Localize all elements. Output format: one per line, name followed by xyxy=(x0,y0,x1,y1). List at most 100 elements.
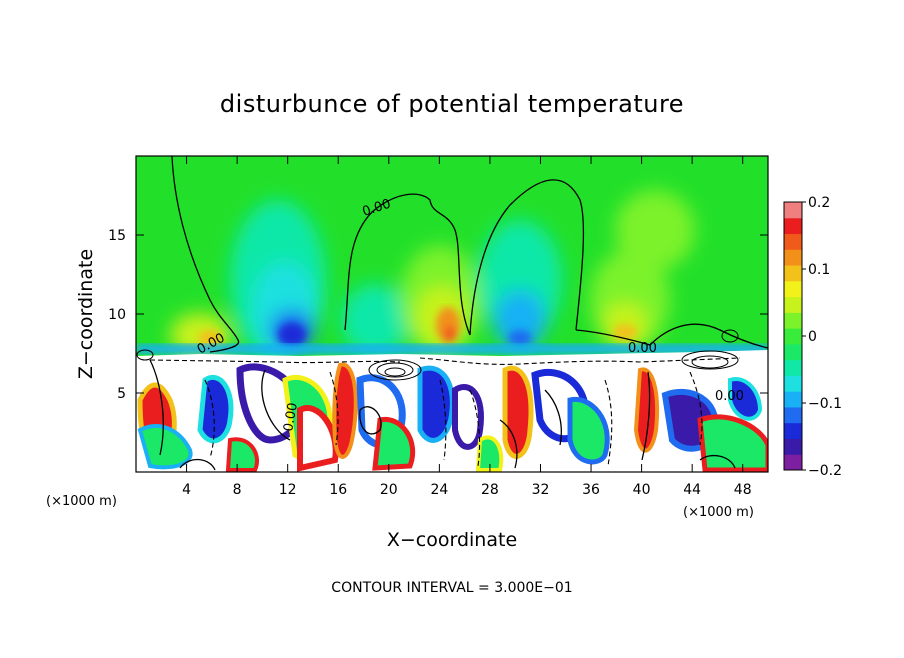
colorbar-tick-label: −0.2 xyxy=(808,463,842,479)
x-tick-label: 28 xyxy=(481,482,499,498)
cluster-ring-5 xyxy=(691,355,729,369)
contour-lower-b xyxy=(261,369,291,441)
colorbar xyxy=(784,202,802,471)
dashed-contour-b xyxy=(419,357,741,365)
colorbar-swatch xyxy=(784,438,802,455)
plume-17 xyxy=(697,414,768,472)
colorbar-swatch xyxy=(784,280,802,298)
dashed-contour-h xyxy=(689,371,703,446)
contour-label-4: 0.00 xyxy=(715,389,744,404)
dashed-contour-c xyxy=(439,379,447,461)
colorbar-swatch xyxy=(784,217,802,235)
x-tick-label: 48 xyxy=(734,482,752,498)
contour-lower-c xyxy=(359,406,382,435)
colorbar-swatch xyxy=(784,249,802,266)
x-tick-label: 20 xyxy=(380,482,398,498)
cluster-ring-4 xyxy=(681,350,739,370)
zero-contour-top xyxy=(469,179,585,336)
x-tick-label: 8 xyxy=(233,482,242,498)
x-ticks: 4 8 12 16 20 24 28 32 36 40 44 48 xyxy=(182,156,752,498)
dashed-contour-d xyxy=(469,389,481,467)
x-tick-label: 40 xyxy=(633,482,651,498)
contour-lower-d xyxy=(544,389,562,446)
contour-lower-f xyxy=(699,454,736,469)
colorbar-swatch xyxy=(784,359,802,376)
dashed-contour-g xyxy=(329,371,339,446)
y-tick-label: 5 xyxy=(117,386,126,402)
core-cool-a xyxy=(278,323,306,347)
plume-9 xyxy=(372,416,416,471)
cluster-ring-1 xyxy=(368,359,422,381)
x-tick-label: 32 xyxy=(532,482,550,498)
anomaly-cool-f xyxy=(341,284,409,356)
colorbar-tick-label: 0.2 xyxy=(808,195,830,211)
cluster-ring-3 xyxy=(384,367,406,377)
zero-contour-left xyxy=(171,156,240,353)
anomaly-warm-e xyxy=(615,190,695,270)
plume-18 xyxy=(728,377,763,421)
plume-6 xyxy=(297,405,339,472)
plume-20 xyxy=(225,437,259,472)
core-warm-d xyxy=(613,324,637,340)
x-tick-label: 44 xyxy=(683,482,701,498)
contour-interval-note: CONTOUR INTERVAL = 3.000E−01 xyxy=(331,580,572,596)
y-tick-label: 10 xyxy=(108,307,126,323)
core-warm-b xyxy=(444,326,456,342)
x-tick-label: 24 xyxy=(430,482,448,498)
contour-label-3: 0.00 xyxy=(281,402,301,433)
colorbar-swatch xyxy=(784,454,802,471)
colorbar-swatch xyxy=(784,265,802,282)
dashed-contour-e xyxy=(604,379,613,467)
contour-lines-dashed xyxy=(149,357,741,467)
plume-3 xyxy=(197,375,234,444)
colorbar-swatch xyxy=(784,343,802,361)
colorbar-swatch xyxy=(784,312,802,329)
y-ticks: 5 10 15 xyxy=(108,228,768,402)
contour-label-2: 0.00 xyxy=(628,341,657,356)
x-unit-right: (×1000 m) xyxy=(683,505,754,520)
colorbar-swatch xyxy=(784,406,802,424)
contour-lower-a xyxy=(149,359,164,456)
x-tick-label: 36 xyxy=(582,482,600,498)
x-tick-label: 4 xyxy=(182,482,191,498)
anomaly-cool-e xyxy=(494,290,546,350)
dashed-contour-a xyxy=(149,359,401,364)
zero-contour-right xyxy=(575,323,768,349)
x-tick-label: 12 xyxy=(279,482,297,498)
interface-band xyxy=(136,344,768,354)
plume-14 xyxy=(567,396,610,465)
x-unit-left: (×1000 m) xyxy=(46,494,117,509)
lower-plumes xyxy=(137,362,768,472)
colorbar-swatch xyxy=(784,422,802,439)
colorbar-tick-label: 0.1 xyxy=(808,262,830,278)
zero-contour-middle xyxy=(344,193,471,336)
upper-anomaly-cores xyxy=(198,307,637,347)
core-cool-b xyxy=(508,330,532,346)
core-warm-c xyxy=(198,330,222,346)
plume-7 xyxy=(332,362,358,459)
plume-2 xyxy=(137,424,193,470)
colorbar-swatch xyxy=(784,202,802,219)
plume-12 xyxy=(502,365,534,459)
contour-lower-h xyxy=(499,419,518,469)
plume-15 xyxy=(633,367,659,453)
y-axis-label: Z−coordinate xyxy=(75,249,97,379)
colorbar-swatch xyxy=(784,233,802,250)
colorbar-swatch xyxy=(784,296,802,313)
plume-19 xyxy=(475,435,504,472)
contour-lines xyxy=(149,156,768,471)
x-axis-label: X−coordinate xyxy=(387,529,517,551)
cluster-ring-2 xyxy=(376,362,414,378)
dense-contour-cluster xyxy=(136,329,739,381)
colorbar-ticks: 0.2 0.1 0 −0.1 −0.2 xyxy=(802,195,842,479)
colorbar-swatch xyxy=(784,328,802,345)
colorbar-swatch xyxy=(784,375,802,392)
chart-title: disturbunce of potential temperature xyxy=(220,90,684,118)
colorbar-tick-label: 0 xyxy=(808,329,817,345)
plume-10 xyxy=(417,365,455,443)
plot-area: 0.00 0.00 0.00 0.00 0.00 xyxy=(136,156,768,472)
y-tick-label: 15 xyxy=(108,228,126,244)
cluster-ring-7 xyxy=(136,349,154,361)
